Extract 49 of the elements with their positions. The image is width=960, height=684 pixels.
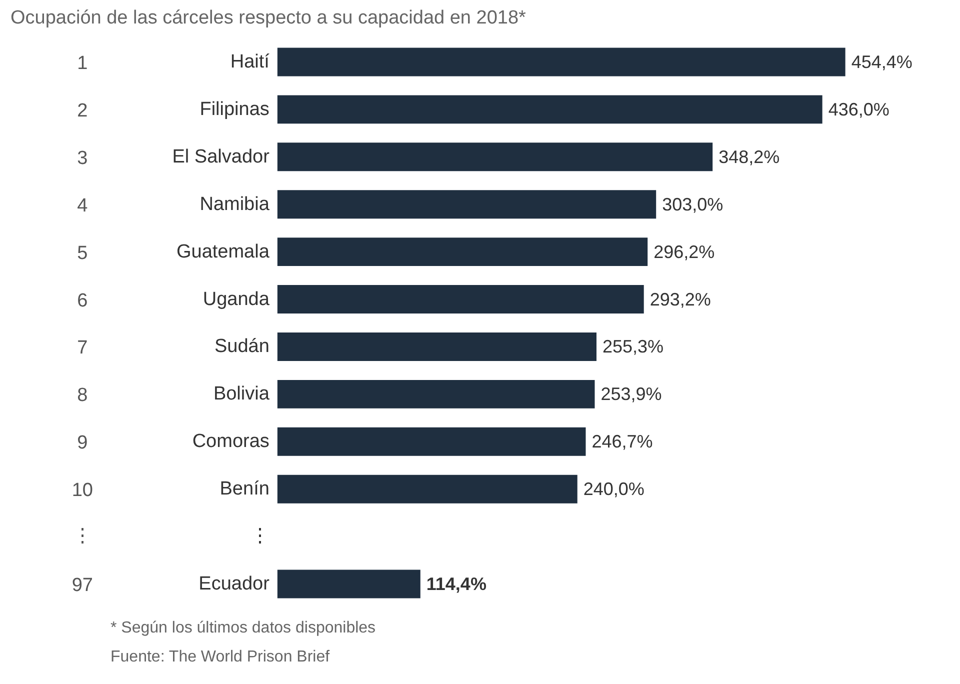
bar [277,380,595,408]
text: 2 [77,100,88,122]
y-tick-label: Uganda [202,288,270,310]
y-tick-label: Guatemala [176,241,270,262]
y-tick-label: ⋮ [250,526,270,548]
data-label: 114,4% [426,574,486,594]
bar [277,332,596,361]
y-tick-label: Sudán [214,336,270,358]
bar [277,285,644,314]
data-label: 255,3% [602,336,664,357]
source-note: Fuente: The World Prison Brief [110,648,330,666]
bar [277,95,822,124]
text: 7 [77,338,88,359]
text: 8 [77,385,88,406]
data-label: 303,0% [662,194,724,214]
data-label: 348,2% [718,146,780,167]
text: 9 [77,432,88,454]
text: 10 [72,480,93,502]
bar [277,474,578,504]
data-label: 246,7% [592,432,653,452]
y-tick-label: Haití [230,51,270,72]
bar [277,190,656,219]
y-tick-label: Benín [220,478,270,500]
y-tick-label: Filipinas [200,98,270,120]
bar [277,570,420,598]
bar [277,48,846,76]
text: 3 [77,148,88,169]
chart-title: Ocupación de las cárceles respecto a su capacidad en 2018* [10,8,527,28]
y-tick-label: Namibia [200,194,270,215]
text: 4 [77,195,88,216]
text: * Según los últimos datos disponibles [110,620,376,636]
bar [277,427,586,456]
data-label: 240,0% [583,479,644,500]
data-label: 454,4% [851,52,912,72]
y-tick-label: Bolivia [213,384,270,405]
bar [277,142,713,172]
text: 6 [77,290,88,312]
data-label: 253,9% [600,384,662,404]
text: ⋮ [72,526,92,548]
y-tick-label: Comoras [192,431,270,452]
text: 5 [77,242,88,264]
bar [277,238,648,266]
text: 97 [72,575,93,596]
data-label: 293,2% [650,289,711,310]
y-tick-label: Ecuador [198,574,270,595]
y-tick-label: El Salvador [172,146,270,168]
data-label: 436,0% [828,99,890,120]
text: 1 [77,52,88,74]
data-label: 296,2% [654,242,715,262]
